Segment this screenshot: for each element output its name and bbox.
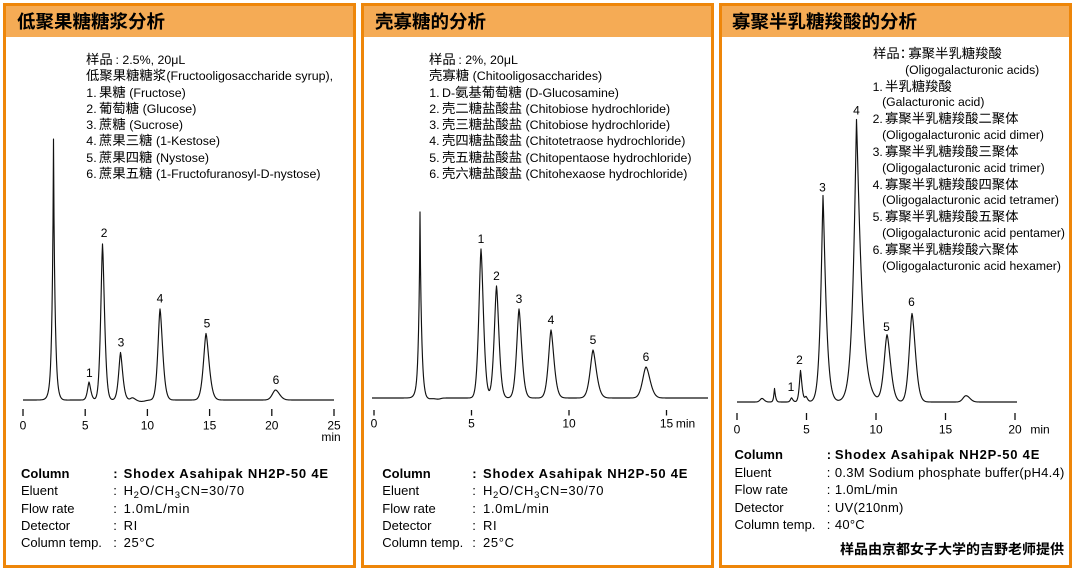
svg-text:0: 0 [20, 419, 27, 433]
svg-text:3: 3 [118, 336, 125, 350]
svg-text:0: 0 [734, 423, 741, 437]
svg-text:15: 15 [939, 423, 953, 437]
svg-text:10: 10 [562, 417, 576, 431]
svg-text:3: 3 [516, 292, 523, 306]
svg-text:5: 5 [82, 419, 89, 433]
svg-text:6: 6 [643, 350, 650, 364]
svg-text:5: 5 [468, 417, 475, 431]
svg-text:20: 20 [265, 419, 279, 433]
svg-text:15: 15 [660, 417, 674, 431]
svg-text:min: min [321, 430, 340, 444]
svg-text:6: 6 [273, 373, 280, 387]
svg-text:min: min [676, 417, 695, 431]
svg-text:2: 2 [493, 269, 500, 283]
svg-text:20: 20 [1008, 423, 1022, 437]
svg-text:3: 3 [819, 181, 826, 195]
svg-text:10: 10 [141, 419, 155, 433]
svg-text:0: 0 [371, 417, 378, 431]
svg-text:min: min [1030, 423, 1049, 437]
svg-text:5: 5 [803, 423, 810, 437]
svg-text:4: 4 [853, 104, 860, 118]
svg-text:1: 1 [86, 366, 93, 380]
svg-text:1: 1 [788, 380, 795, 394]
svg-text:5: 5 [204, 317, 211, 331]
svg-text:10: 10 [869, 423, 883, 437]
svg-text:1: 1 [478, 232, 485, 246]
svg-text:4: 4 [548, 313, 555, 327]
svg-text:4: 4 [157, 292, 164, 306]
svg-text:25: 25 [327, 419, 341, 433]
svg-text:2: 2 [796, 353, 803, 367]
svg-text:2: 2 [101, 226, 108, 240]
svg-text:6: 6 [908, 295, 915, 309]
svg-text:5: 5 [590, 333, 597, 347]
svg-text:15: 15 [203, 419, 217, 433]
svg-text:5: 5 [883, 320, 890, 334]
